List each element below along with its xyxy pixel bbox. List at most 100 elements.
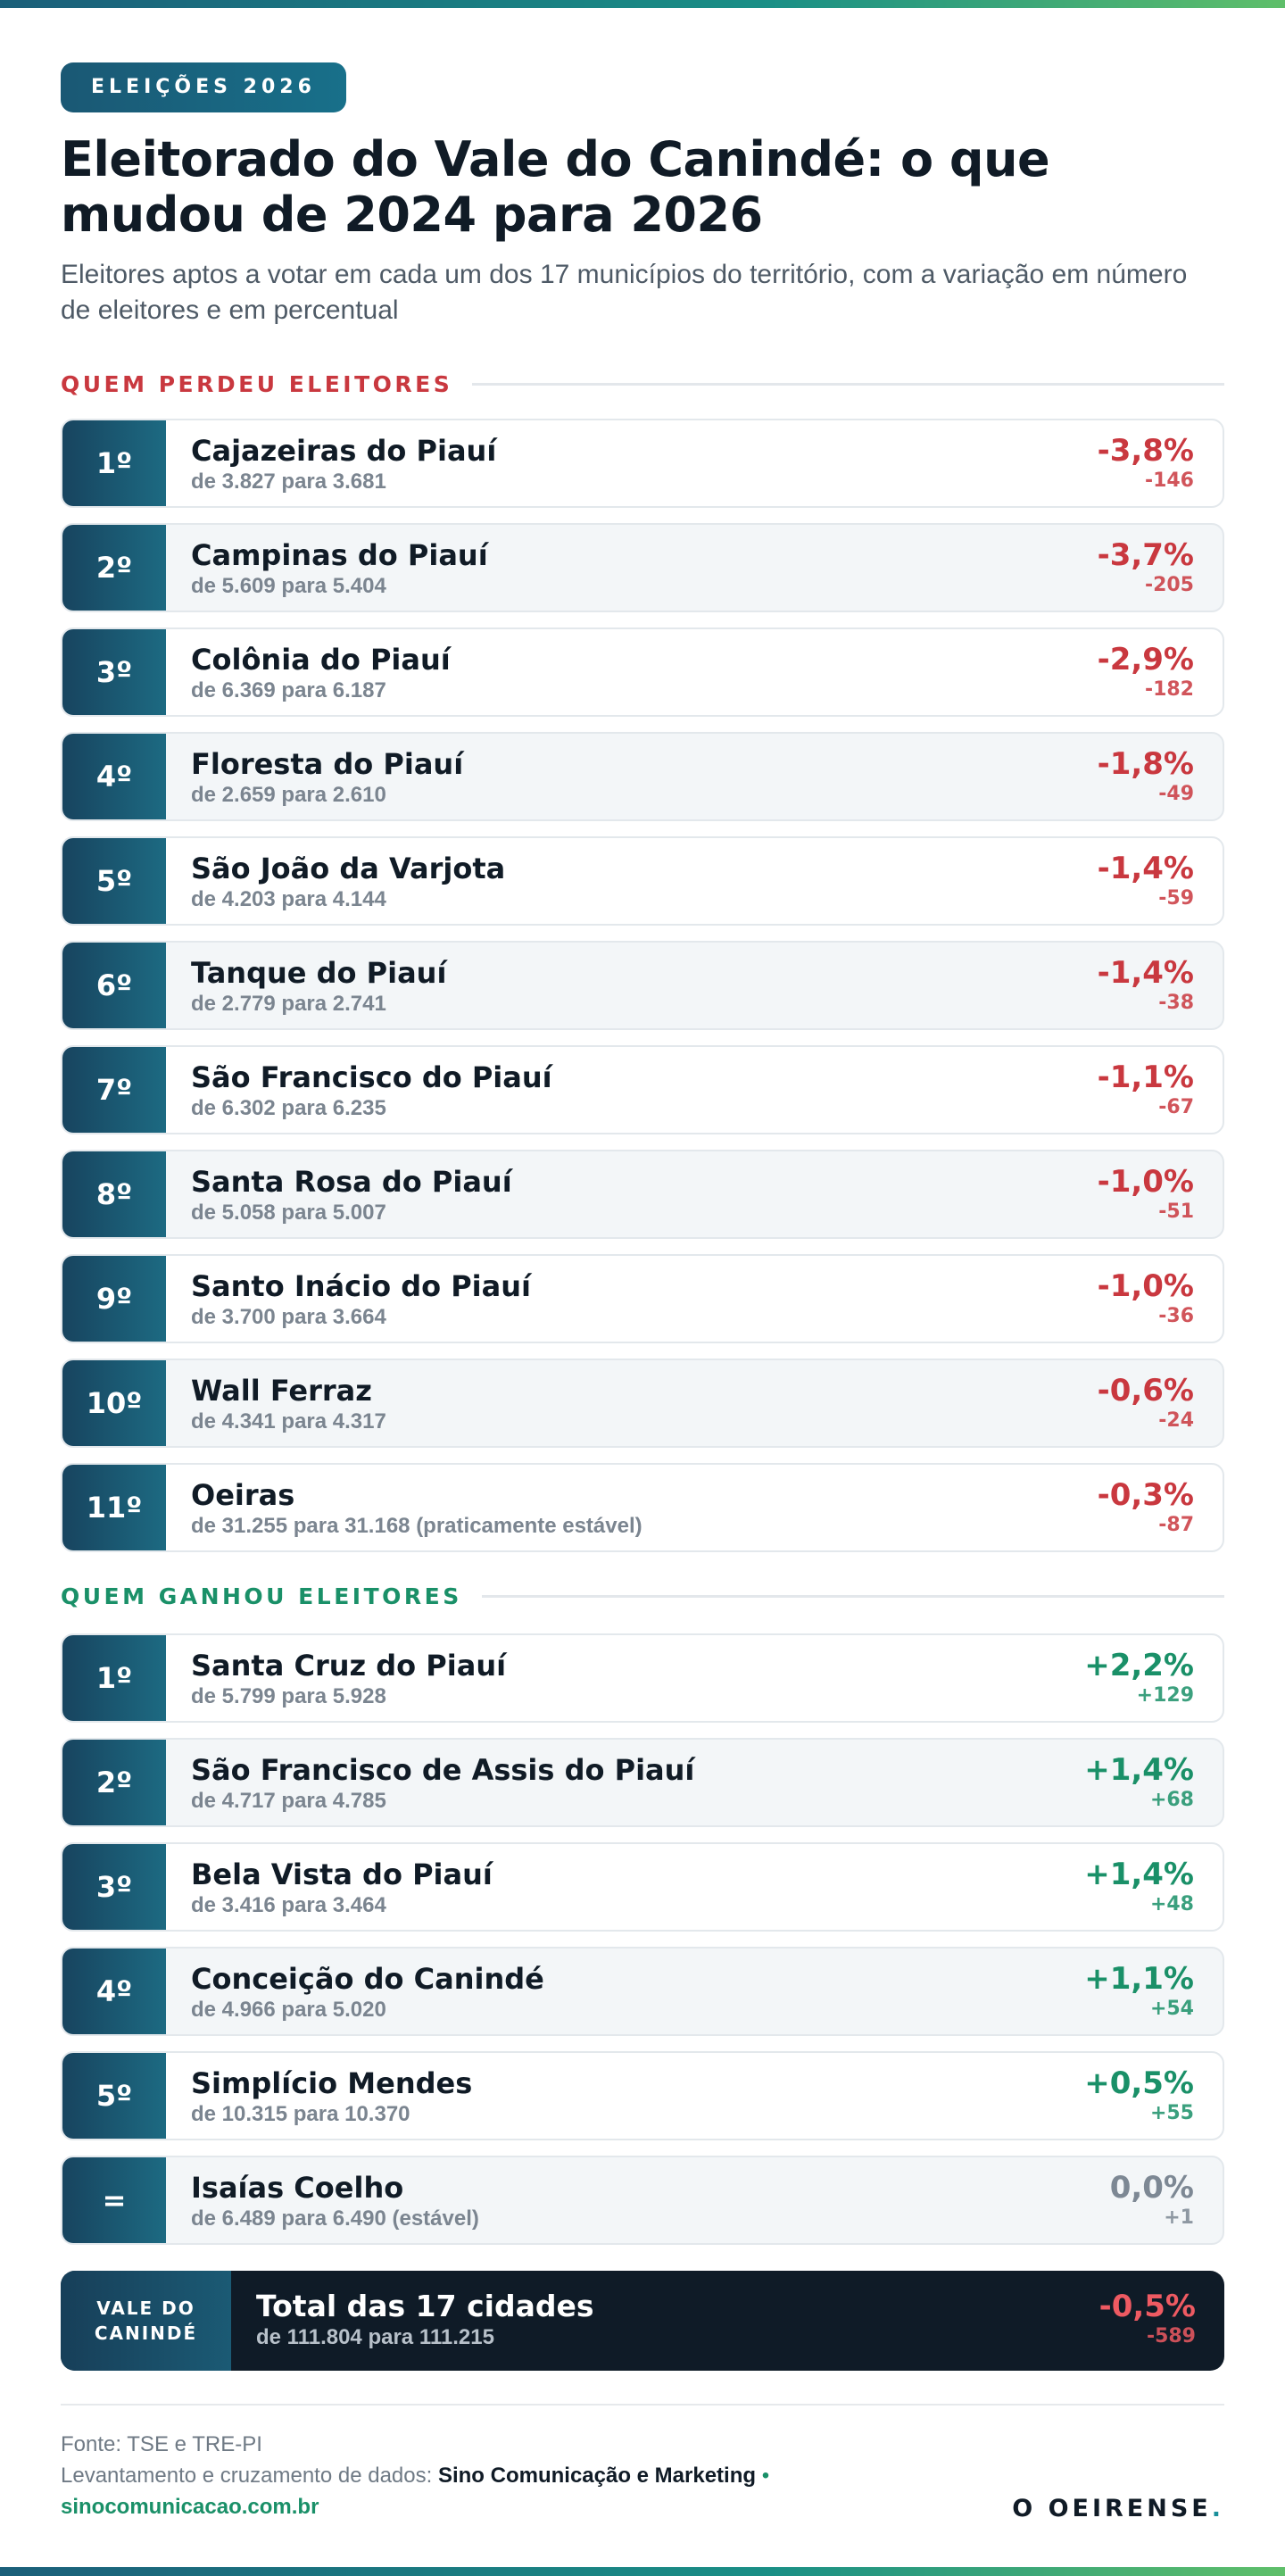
rank: 1º	[62, 420, 166, 506]
city-detail: de 3.416 para 3.464	[191, 1893, 386, 1917]
city-info: São Francisco do Piauí de 6.302 para 6.23…	[166, 1047, 1098, 1133]
city-nums: -1,0% -51	[1098, 1151, 1223, 1237]
city-detail: de 4.966 para 5.020	[191, 1998, 386, 2022]
city-pct: -1,1%	[1097, 1059, 1194, 1095]
city-row: 1º Cajazeiras do Piauí de 3.827 para 3.681…	[61, 419, 1224, 508]
city-diff: -38	[1158, 992, 1194, 1014]
city-detail: de 6.489 para 6.490 (estável)	[191, 2206, 479, 2231]
city-pct: -1,0%	[1097, 1164, 1194, 1200]
city-pct: -1,0%	[1097, 1268, 1194, 1304]
city-diff: -24	[1158, 1409, 1194, 1432]
rank: 5º	[62, 838, 166, 924]
city-detail: de 2.659 para 2.610	[191, 783, 386, 807]
divider	[61, 2404, 1224, 2406]
city-nums: -1,4% -59	[1098, 838, 1223, 924]
city-info: Isaías Coelho de 6.489 para 6.490 (estáve…	[166, 2157, 1110, 2243]
city-row: 4º Floresta do Piauí de 2.659 para 2.610 -1…	[61, 732, 1224, 821]
section-rule	[472, 383, 1224, 386]
city-nums: -1,1% -67	[1098, 1047, 1223, 1133]
city-row: 3º Bela Vista do Piauí de 3.416 para 3.464…	[61, 1842, 1224, 1932]
city-pct: -1,8%	[1097, 746, 1194, 782]
city-nums: +2,2% +129	[1084, 1635, 1223, 1721]
total-detail: de 111.804 para 111.215	[256, 2325, 494, 2349]
total-info: Total das 17 cidades de 111.804 para 111…	[231, 2271, 1099, 2371]
city-name: Floresta do Piauí	[191, 747, 464, 781]
city-nums: -1,0% -36	[1098, 1256, 1223, 1342]
total-card: VALE DO CANINDÉ Total das 17 cidades de …	[61, 2271, 1224, 2371]
section-list: 1º Cajazeiras do Piauí de 3.827 para 3.681…	[61, 419, 1224, 1552]
city-diff: +1	[1164, 2206, 1194, 2229]
city-pct: -2,9%	[1097, 642, 1194, 677]
rank: 4º	[62, 1949, 166, 2034]
credit: Levantamento e cruzamento de dados: Sino…	[61, 2464, 769, 2489]
city-pct: -3,8%	[1097, 433, 1194, 469]
city-name: São João da Varjota	[191, 852, 506, 885]
city-nums: 0,0% +1	[1110, 2157, 1223, 2243]
city-name: Conceição do Canindé	[191, 1962, 544, 1996]
city-diff: -146	[1144, 469, 1194, 492]
rank: 11º	[62, 1465, 166, 1550]
total-label: VALE DO CANINDÉ	[61, 2271, 231, 2371]
title: Eleitorado do Vale do Canindé: o que mud…	[61, 131, 1050, 243]
city-row: 10º Wall Ferraz de 4.341 para 4.317 -0,6% -2…	[61, 1359, 1224, 1448]
city-nums: +0,5% +55	[1084, 2053, 1223, 2139]
city-detail: de 2.779 para 2.741	[191, 992, 386, 1016]
rank: 3º	[62, 629, 166, 715]
rank: 8º	[62, 1151, 166, 1237]
city-nums: -0,6% -24	[1098, 1360, 1223, 1446]
city-detail: de 4.717 para 4.785	[191, 1789, 386, 1813]
city-detail: de 6.302 para 6.235	[191, 1096, 386, 1120]
city-row: 3º Colônia do Piauí de 6.369 para 6.187 -2,…	[61, 627, 1224, 717]
source: Fonte: TSE e TRE-PI	[61, 2432, 262, 2456]
city-pct: -1,4%	[1097, 851, 1194, 886]
city-detail: de 5.609 para 5.404	[191, 574, 386, 598]
city-detail: de 5.058 para 5.007	[191, 1201, 386, 1225]
credit-name: Sino Comunicação e Marketing	[437, 2464, 757, 2488]
city-row: 7º São Francisco do Piauí de 6.302 para 6.…	[61, 1045, 1224, 1134]
rank: 3º	[62, 1844, 166, 1930]
city-detail: de 3.700 para 3.664	[191, 1305, 386, 1329]
section-title: QUEM GANHOU ELEITORES	[61, 1583, 462, 1609]
city-detail: de 10.315 para 10.370	[191, 2102, 410, 2126]
city-name: Santo Inácio do Piauí	[191, 1269, 531, 1303]
city-row: = Isaías Coelho de 6.489 para 6.490 (estáv…	[61, 2156, 1224, 2245]
city-diff: -49	[1158, 783, 1194, 805]
city-name: Santa Rosa do Piauí	[191, 1165, 512, 1199]
city-pct: +1,1%	[1084, 1961, 1194, 1997]
city-diff: -205	[1144, 574, 1194, 596]
section-title: QUEM PERDEU ELEITORES	[61, 371, 453, 397]
city-row: 9º Santo Inácio do Piauí de 3.700 para 3.6…	[61, 1254, 1224, 1343]
city-name: Oeiras	[191, 1478, 295, 1512]
city-diff: +68	[1149, 1789, 1194, 1811]
city-name: Isaías Coelho	[191, 2171, 404, 2205]
city-diff: +55	[1149, 2102, 1194, 2124]
section-rule	[481, 1595, 1224, 1598]
city-pct: -1,4%	[1097, 955, 1194, 991]
city-row: 8º Santa Rosa do Piauí de 5.058 para 5.007…	[61, 1150, 1224, 1239]
rank: 2º	[62, 525, 166, 611]
city-info: Conceição do Canindé de 4.966 para 5.020	[166, 1949, 1084, 2034]
city-pct: +0,5%	[1084, 2065, 1194, 2101]
city-name: Tanque do Piauí	[191, 956, 447, 990]
city-diff: -87	[1158, 1514, 1194, 1536]
city-nums: -1,4% -38	[1098, 943, 1223, 1028]
site: sinocomunicacao.com.br	[61, 2495, 319, 2519]
city-info: Bela Vista do Piauí de 3.416 para 3.464	[166, 1844, 1084, 1930]
rank: 4º	[62, 734, 166, 819]
city-nums: -3,8% -146	[1098, 420, 1223, 506]
city-pct: -0,6%	[1097, 1373, 1194, 1408]
city-name: Santa Cruz do Piauí	[191, 1649, 507, 1683]
city-detail: de 6.369 para 6.187	[191, 678, 386, 702]
city-name: São Francisco de Assis do Piauí	[191, 1753, 695, 1787]
city-row: 5º São João da Varjota de 4.203 para 4.144…	[61, 836, 1224, 926]
city-info: Oeiras de 31.255 para 31.168 (praticament…	[166, 1465, 1098, 1550]
city-info: São João da Varjota de 4.203 para 4.144	[166, 838, 1098, 924]
city-pct: +1,4%	[1084, 1857, 1194, 1892]
total-pct: -0,5%	[1098, 2289, 1196, 2324]
city-row: 5º Simplício Mendes de 10.315 para 10.370 +…	[61, 2051, 1224, 2140]
city-row: 11º Oeiras de 31.255 para 31.168 (praticam…	[61, 1463, 1224, 1552]
city-pct: -0,3%	[1097, 1477, 1194, 1513]
city-nums: +1,4% +68	[1084, 1740, 1223, 1825]
city-pct: 0,0%	[1109, 2170, 1194, 2206]
